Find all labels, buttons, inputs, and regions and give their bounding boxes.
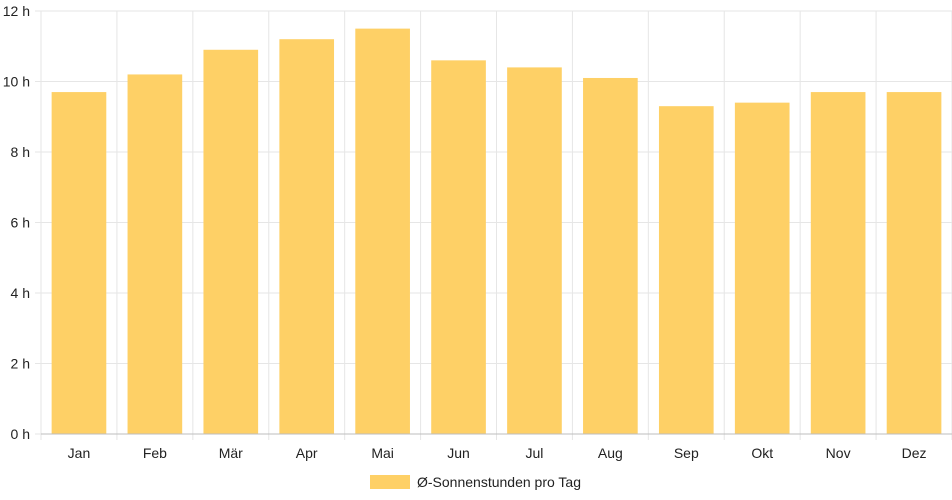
x-tick-label: Sep xyxy=(674,445,699,461)
y-tick-label: 4 h xyxy=(11,285,30,301)
bar-dez[interactable] xyxy=(886,92,942,434)
x-tick-label: Mär xyxy=(219,445,243,461)
legend-label[interactable]: Ø-Sonnenstunden pro Tag xyxy=(417,474,581,490)
x-tick-label: Okt xyxy=(751,445,773,461)
y-tick-label: 0 h xyxy=(11,426,30,442)
grid-layer xyxy=(40,10,952,440)
bar-okt[interactable] xyxy=(734,102,790,435)
x-tick-label: Jun xyxy=(447,445,470,461)
y-tick-label: 2 h xyxy=(11,356,30,372)
x-tick-label: Dez xyxy=(902,445,927,461)
y-tick-label: 12 h xyxy=(3,3,30,19)
x-tick-label: Jul xyxy=(526,445,544,461)
x-tick-label: Nov xyxy=(826,445,851,461)
bar-jun[interactable] xyxy=(431,60,486,434)
y-tick-label: 10 h xyxy=(3,74,30,90)
bar-sep[interactable] xyxy=(658,106,714,435)
y-tick-label: 8 h xyxy=(11,144,30,160)
bar-apr[interactable] xyxy=(279,39,335,434)
x-tick-label: Mai xyxy=(371,445,394,461)
y-tick-labels: 0 h 2 h 4 h 6 h 8 h 10 h 12 h xyxy=(3,3,30,442)
y-tick-label: 6 h xyxy=(11,215,30,231)
axis-layer xyxy=(35,10,952,435)
x-tick-label: Aug xyxy=(598,445,623,461)
x-tick-labels: Jan Feb Mär Apr Mai Jun Jul Aug Sep Okt Nov Dez xyxy=(68,445,927,461)
bar-nov[interactable] xyxy=(810,92,866,434)
x-tick-label: Apr xyxy=(296,445,318,461)
bar-jan[interactable] xyxy=(51,92,107,434)
bar-jul[interactable] xyxy=(507,67,562,435)
bar-mai[interactable] xyxy=(355,28,410,434)
bars-layer xyxy=(51,28,942,435)
bar-mär[interactable] xyxy=(203,49,259,435)
x-tick-label: Jan xyxy=(68,445,91,461)
bar-aug[interactable] xyxy=(583,77,638,434)
legend-swatch[interactable] xyxy=(370,475,410,489)
x-tick-label: Feb xyxy=(143,445,167,461)
legend[interactable]: Ø-Sonnenstunden pro Tag xyxy=(370,474,581,490)
bar-feb[interactable] xyxy=(127,74,183,434)
